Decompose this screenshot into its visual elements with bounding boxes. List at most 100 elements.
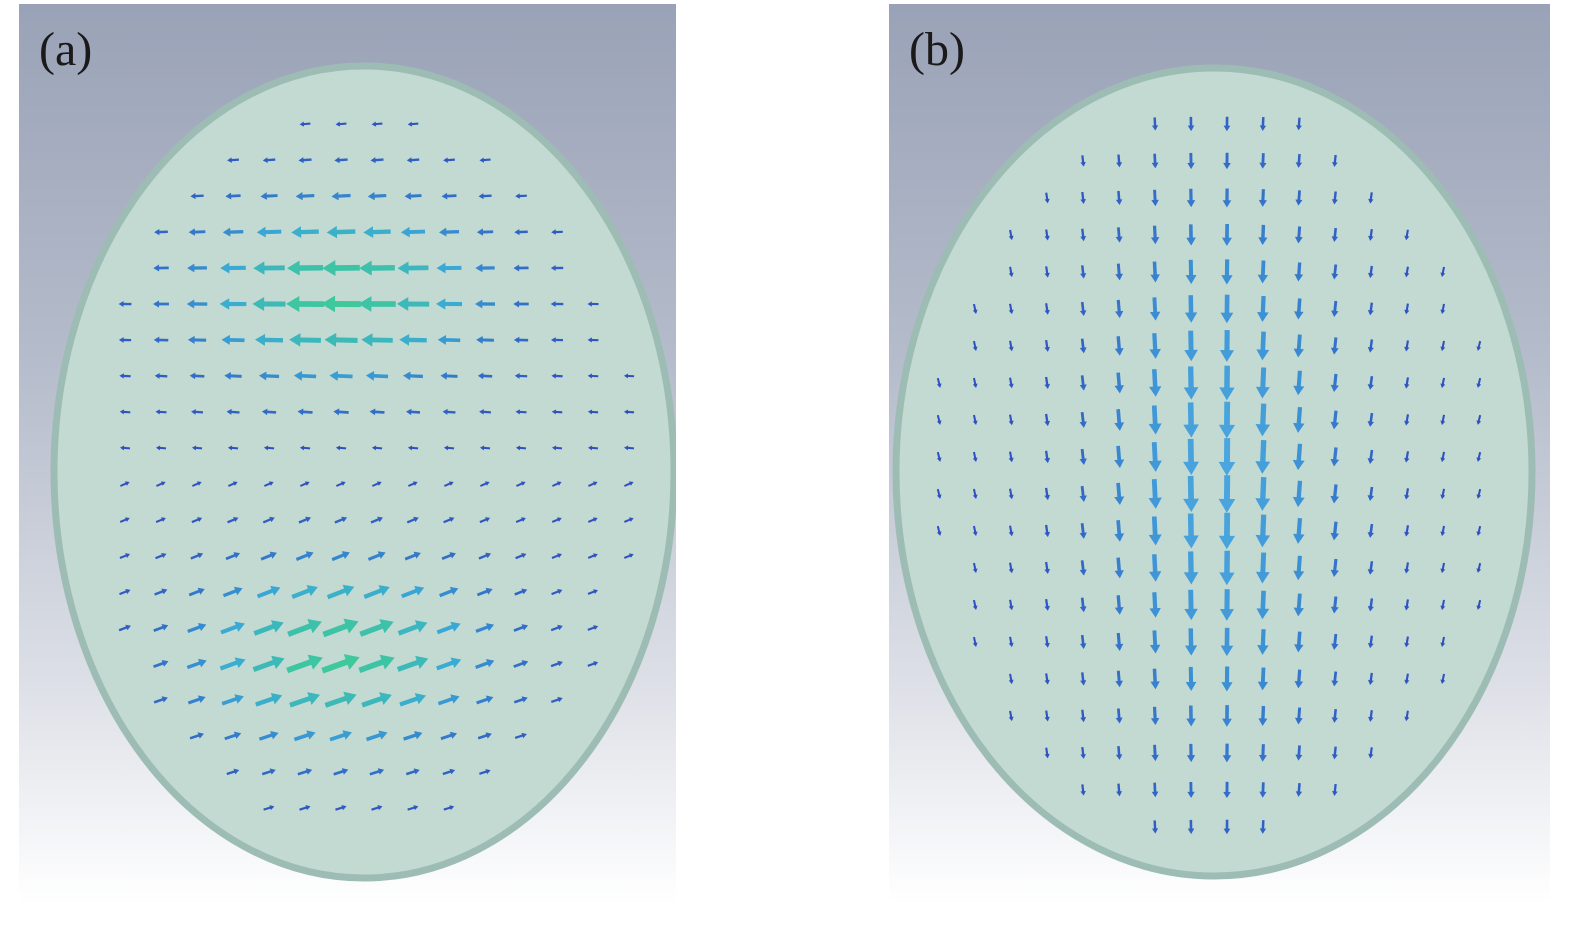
field-arrow <box>1404 562 1410 574</box>
field-arrow <box>293 371 317 381</box>
field-arrow <box>440 731 458 741</box>
field-arrow <box>1079 338 1087 354</box>
field-arrow <box>1185 259 1197 285</box>
field-arrow <box>516 481 526 487</box>
field-arrow <box>191 517 203 524</box>
field-arrow <box>1183 551 1199 585</box>
field-arrow <box>1476 562 1482 573</box>
field-arrow <box>1044 192 1050 204</box>
field-arrow <box>1080 228 1087 242</box>
field-arrow <box>1219 550 1235 586</box>
field-arrow <box>1404 266 1410 278</box>
field-arrow <box>1256 590 1270 620</box>
field-arrow <box>226 768 240 776</box>
field-arrow <box>1330 484 1340 504</box>
field-arrow <box>1440 488 1446 500</box>
field-arrow <box>227 481 238 487</box>
field-arrow <box>227 516 239 524</box>
field-arrow <box>1149 369 1162 397</box>
field-arrow <box>1186 743 1196 763</box>
field-arrow <box>156 481 166 487</box>
field-arrow <box>369 768 385 776</box>
field-arrow <box>299 805 311 811</box>
field-arrow <box>623 373 635 379</box>
field-arrow <box>1440 266 1446 278</box>
field-arrow <box>120 445 131 451</box>
field-arrow <box>1008 451 1014 463</box>
field-arrow <box>188 587 205 597</box>
field-arrow <box>191 481 202 487</box>
field-arrow <box>550 660 563 668</box>
field-arrow <box>1330 558 1339 577</box>
field-arrow <box>119 553 131 560</box>
field-arrow <box>1367 265 1374 279</box>
field-arrow <box>972 525 978 536</box>
field-arrow <box>443 516 455 524</box>
field-arrow <box>551 409 563 415</box>
field-arrow <box>1114 520 1125 542</box>
field-arrow <box>321 295 361 313</box>
field-arrow <box>1008 266 1014 278</box>
field-arrow <box>587 373 599 379</box>
field-arrow <box>397 620 428 636</box>
panel-a: (a) <box>19 4 676 904</box>
field-arrow <box>260 192 278 200</box>
field-arrow <box>258 371 280 381</box>
field-arrow <box>1044 487 1051 501</box>
field-arrow <box>1008 562 1014 574</box>
field-arrow <box>1151 189 1159 207</box>
field-arrow <box>190 193 204 200</box>
field-arrow <box>972 303 978 314</box>
field-arrow <box>293 730 316 742</box>
field-arrow <box>475 263 495 273</box>
field-arrow <box>1367 598 1374 612</box>
field-arrow <box>513 696 528 704</box>
field-arrow <box>1404 414 1410 426</box>
field-arrow <box>1079 375 1087 391</box>
field-arrow <box>291 585 318 600</box>
field-arrow <box>370 157 384 164</box>
field-arrow <box>1294 631 1304 653</box>
field-arrow <box>1044 413 1051 427</box>
field-arrow <box>1219 365 1235 401</box>
field-arrow <box>1044 598 1050 611</box>
field-arrow <box>436 262 462 274</box>
field-arrow <box>1367 376 1374 390</box>
field-arrow <box>295 192 315 201</box>
panel-label-a: (a) <box>39 23 93 76</box>
field-arrow <box>1149 333 1161 359</box>
field-arrow <box>1079 485 1087 502</box>
field-arrow <box>1259 820 1267 834</box>
field-arrow <box>260 551 277 561</box>
field-arrow <box>220 621 245 635</box>
field-arrow <box>155 552 167 560</box>
field-arrow <box>1294 298 1304 320</box>
field-arrow <box>1367 449 1375 464</box>
field-arrow <box>187 335 207 344</box>
field-arrow <box>972 488 978 499</box>
field-arrow <box>1331 633 1339 650</box>
field-arrow <box>407 805 419 811</box>
field-arrow <box>155 517 166 524</box>
field-arrow <box>479 768 491 775</box>
field-arrow <box>1440 377 1446 389</box>
field-arrow <box>1044 266 1050 278</box>
field-arrow <box>1185 666 1197 692</box>
field-arrow <box>1404 599 1410 611</box>
field-arrow <box>1294 226 1303 244</box>
field-arrow <box>1221 666 1233 692</box>
field-arrow <box>936 488 942 499</box>
field-arrow <box>587 589 598 595</box>
field-arrow <box>513 660 529 668</box>
field-arrow <box>1330 337 1339 355</box>
field-arrow <box>972 340 978 351</box>
field-arrow <box>1331 264 1339 280</box>
field-arrow <box>155 445 167 451</box>
field-arrow <box>476 587 493 597</box>
field-arrow <box>1404 303 1410 315</box>
field-arrow <box>1008 414 1014 426</box>
field-arrow <box>1255 477 1271 511</box>
field-arrow <box>224 372 242 380</box>
field-arrow <box>287 619 322 637</box>
field-arrow <box>1223 152 1231 170</box>
